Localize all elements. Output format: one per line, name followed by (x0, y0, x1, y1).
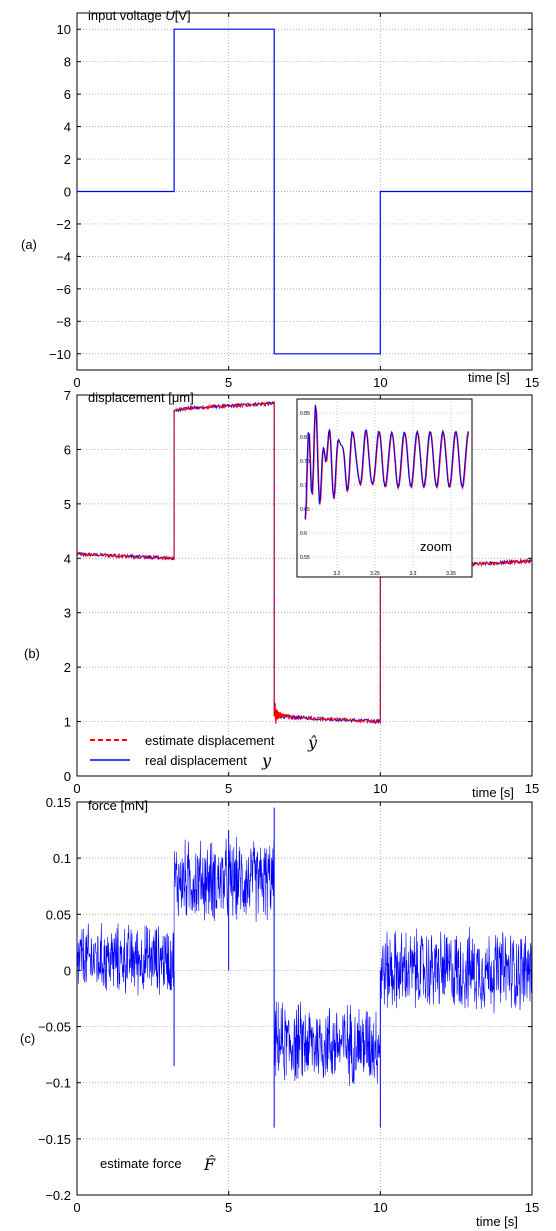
axes-frame (76, 801, 533, 1196)
y-tick-label: −0.2 (45, 1188, 71, 1203)
x-tick-label: 0 (73, 375, 80, 390)
axes-frame (76, 394, 533, 777)
y-tick-label: −2 (56, 217, 71, 232)
y-tick-label: −6 (56, 282, 71, 297)
x-tick-label: 10 (373, 1200, 387, 1215)
y-tick-label: 0.1 (53, 851, 71, 866)
legend-real-label: real displacement (145, 753, 247, 768)
y-tick-label: −10 (49, 347, 71, 362)
y-tick-label: 5 (64, 497, 71, 512)
panel-c-label: (c) (20, 1031, 35, 1046)
panel-a-title: input voltage U[V] (88, 8, 191, 23)
y-tick-label: 8 (64, 55, 71, 70)
y-tick-label: −0.1 (45, 1076, 71, 1091)
panel-b-label: (b) (24, 646, 40, 661)
x-tick-label: 15 (525, 375, 539, 390)
inset-x-tick: 3.25 (370, 571, 380, 577)
y-tick-label: 0 (64, 185, 71, 200)
x-tick-label: 0 (73, 1200, 80, 1215)
voltage-line (77, 28, 532, 355)
inset-y-tick: 0.8 (300, 435, 307, 441)
x-tick-label: 0 (73, 781, 80, 796)
legend-force-label: estimate force (100, 1156, 182, 1171)
x-tick-label: 15 (525, 781, 539, 796)
y-tick-label: 1 (64, 715, 71, 730)
x-tick-label: 10 (373, 375, 387, 390)
y-tick-label: 2 (64, 660, 71, 675)
y-tick-label: 4 (64, 120, 71, 135)
y-tick-label: −0.05 (38, 1020, 71, 1035)
panel-a-label: (a) (21, 237, 37, 252)
inset-y-tick: 0.6 (300, 531, 307, 537)
panel-b-xlabel: time [s] (472, 785, 514, 800)
x-tick-label: 10 (373, 781, 387, 796)
y-tick-label: 4 (64, 551, 71, 566)
y-tick-label: 3 (64, 606, 71, 621)
force-line (76, 836, 533, 1087)
panel-b-displacement: (b) displacement [μm] time [s] 0 5 10 15 0 1 2… (24, 388, 539, 800)
inset-y-tick: 0.7 (300, 483, 307, 489)
y-tick-label: 0 (64, 769, 71, 784)
inset-y-tick: 0.75 (300, 459, 310, 465)
inset-x-tick: 3.2 (334, 571, 341, 577)
y-tick-label: −4 (56, 249, 71, 264)
y-tick-label: 10 (57, 22, 71, 37)
legend-real-symbol: y (261, 751, 272, 770)
panel-c-title: force [mN] (88, 798, 148, 813)
inset-y-tick: 0.55 (300, 555, 310, 561)
y-tick-label: 2 (64, 152, 71, 167)
panel-a-voltage: (a) input voltage U[V] time [s] 0 5 10 15 −1… (21, 8, 539, 390)
estimate-displacement-line (76, 401, 533, 725)
panel-c-xlabel: time [s] (476, 1214, 518, 1229)
legend-estimate-label: estimate displacement (145, 733, 275, 748)
inset-y-tick: 0.65 (300, 507, 310, 513)
legend-force-symbol: F̂ (203, 1155, 216, 1174)
transient-oscillation (274, 703, 290, 724)
inset-zoom-annotation: zoom (420, 539, 452, 554)
inset-x-tick: 3.35 (446, 571, 456, 577)
panel-a-xlabel: time [s] (468, 370, 510, 385)
y-tick-label: 0.05 (46, 907, 71, 922)
y-tick-label: 6 (64, 442, 71, 457)
legend-estimate-symbol: ŷ (307, 733, 318, 752)
y-tick-label: 0 (64, 963, 71, 978)
y-tick-label: −0.15 (38, 1132, 71, 1147)
x-tick-label: 5 (225, 781, 232, 796)
inset-y-tick: 0.85 (300, 411, 310, 417)
y-tick-label: 7 (64, 388, 71, 403)
y-tick-label: 6 (64, 87, 71, 102)
x-tick-label: 15 (525, 1200, 539, 1215)
x-tick-label: 5 (225, 1200, 232, 1215)
x-tick-label: 5 (225, 375, 232, 390)
y-tick-label: 0.15 (46, 795, 71, 810)
panel-c-force: (c) force [mN] time [s] 0 5 10 15 −0.2 −0.15 −… (20, 795, 539, 1229)
inset-x-tick: 3.3 (410, 571, 417, 577)
zoom-inset (296, 398, 473, 578)
panel-b-title: displacement [μm] (88, 390, 194, 405)
inset-estimate-line (305, 405, 470, 521)
inset-real-line (304, 404, 469, 520)
y-tick-label: −8 (56, 314, 71, 329)
